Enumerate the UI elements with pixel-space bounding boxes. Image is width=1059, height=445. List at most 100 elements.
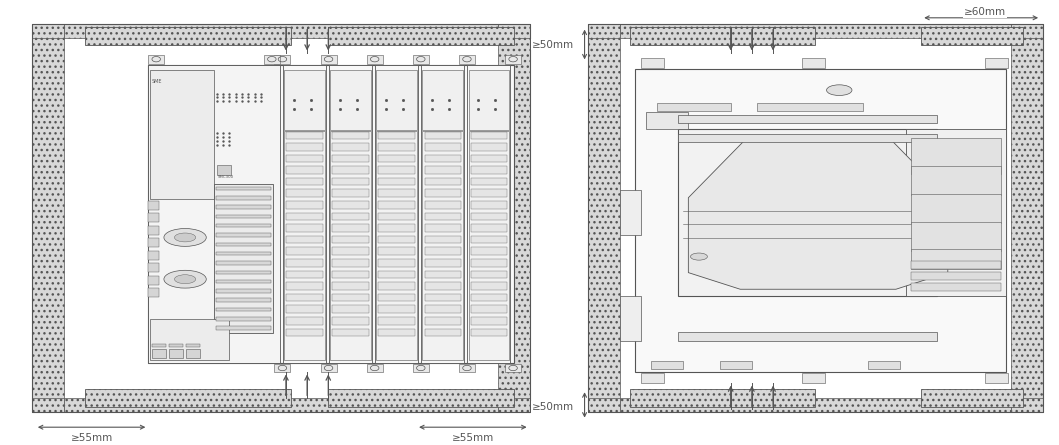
- Bar: [333, 305, 369, 313]
- Bar: [85, 27, 291, 44]
- Bar: [286, 317, 323, 324]
- Bar: [286, 305, 323, 313]
- Bar: [329, 65, 372, 363]
- Bar: [423, 131, 463, 360]
- Bar: [378, 178, 415, 186]
- Bar: [470, 305, 507, 313]
- Bar: [286, 201, 323, 209]
- Bar: [32, 24, 530, 412]
- Bar: [1011, 24, 1043, 38]
- Bar: [274, 364, 290, 372]
- Bar: [911, 194, 1001, 223]
- Bar: [378, 317, 415, 324]
- Bar: [425, 166, 461, 174]
- Bar: [333, 271, 369, 278]
- Bar: [588, 398, 620, 412]
- Bar: [64, 398, 498, 412]
- Bar: [467, 65, 510, 363]
- Bar: [378, 247, 415, 255]
- Bar: [425, 294, 461, 301]
- Bar: [378, 201, 415, 209]
- Bar: [470, 166, 507, 174]
- Bar: [911, 222, 1001, 251]
- Bar: [321, 364, 337, 372]
- Bar: [678, 114, 937, 123]
- Bar: [333, 143, 369, 151]
- Bar: [468, 70, 509, 130]
- Bar: [32, 24, 64, 412]
- Bar: [985, 58, 1008, 68]
- Bar: [286, 247, 323, 255]
- Bar: [425, 201, 461, 209]
- Bar: [284, 131, 325, 360]
- Bar: [333, 259, 369, 267]
- Bar: [264, 55, 280, 64]
- Bar: [657, 103, 731, 111]
- Bar: [498, 398, 530, 412]
- Bar: [757, 103, 863, 111]
- Bar: [470, 132, 507, 139]
- Bar: [470, 247, 507, 255]
- Bar: [470, 259, 507, 267]
- Bar: [921, 27, 1023, 44]
- Bar: [216, 299, 271, 302]
- Bar: [911, 272, 1001, 280]
- Bar: [498, 24, 530, 412]
- Bar: [620, 190, 641, 235]
- Circle shape: [826, 85, 851, 96]
- Bar: [505, 55, 521, 64]
- Bar: [470, 329, 507, 336]
- Bar: [425, 155, 461, 162]
- Bar: [148, 201, 159, 210]
- Bar: [214, 184, 273, 333]
- Text: ≥50mm: ≥50mm: [532, 402, 574, 412]
- Bar: [425, 259, 461, 267]
- Bar: [470, 282, 507, 290]
- Bar: [333, 329, 369, 336]
- Bar: [333, 317, 369, 324]
- Bar: [425, 305, 461, 313]
- Bar: [720, 361, 752, 369]
- Bar: [216, 327, 271, 330]
- Bar: [216, 271, 271, 274]
- Bar: [803, 373, 826, 383]
- Bar: [378, 213, 415, 220]
- Bar: [630, 27, 815, 44]
- Text: ≥50mm: ≥50mm: [532, 40, 574, 49]
- Bar: [169, 344, 183, 347]
- Bar: [333, 201, 369, 209]
- Bar: [641, 373, 664, 383]
- Bar: [148, 65, 280, 363]
- Circle shape: [175, 233, 196, 242]
- Bar: [425, 236, 461, 243]
- Bar: [378, 155, 415, 162]
- Bar: [651, 361, 683, 369]
- Bar: [152, 349, 166, 358]
- Bar: [148, 214, 159, 222]
- Bar: [588, 24, 1043, 412]
- Bar: [470, 271, 507, 278]
- Bar: [64, 24, 498, 38]
- Bar: [366, 364, 382, 372]
- Bar: [470, 224, 507, 232]
- Bar: [148, 239, 159, 247]
- Bar: [911, 166, 1001, 195]
- Bar: [148, 226, 159, 235]
- Bar: [148, 263, 159, 272]
- Bar: [620, 38, 1011, 398]
- Bar: [425, 190, 461, 197]
- Bar: [217, 165, 231, 175]
- Bar: [333, 294, 369, 301]
- Bar: [911, 261, 1001, 269]
- Bar: [216, 317, 271, 321]
- Bar: [459, 55, 474, 64]
- Bar: [470, 143, 507, 151]
- Bar: [286, 224, 323, 232]
- Bar: [470, 201, 507, 209]
- Bar: [216, 186, 271, 190]
- Bar: [425, 329, 461, 336]
- Bar: [868, 361, 900, 369]
- Bar: [148, 65, 514, 363]
- Bar: [152, 344, 166, 347]
- Text: ≥60mm: ≥60mm: [964, 8, 1006, 17]
